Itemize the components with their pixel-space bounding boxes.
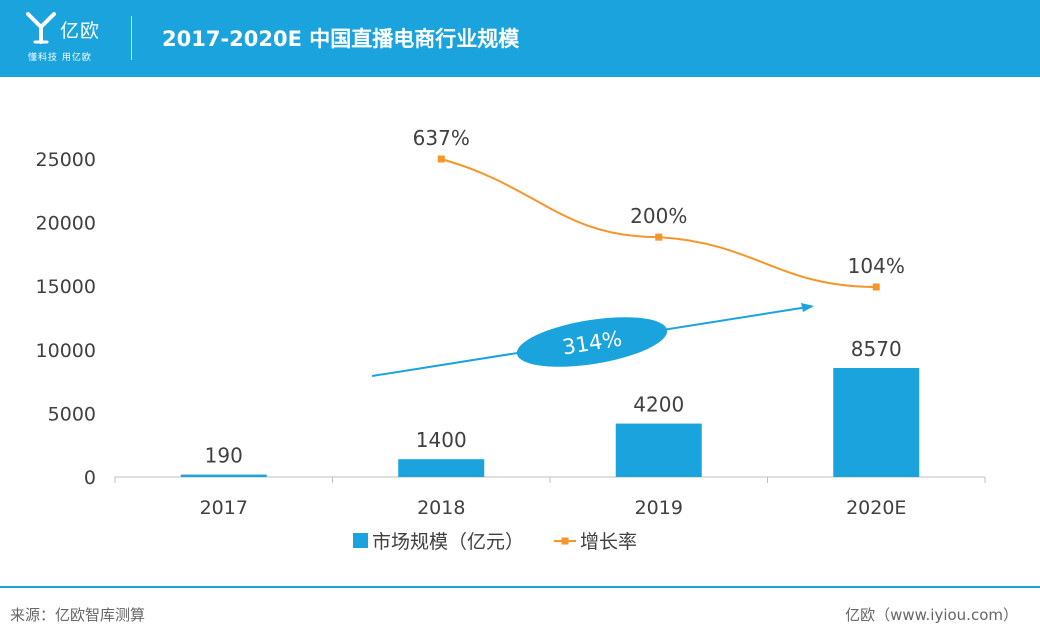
y-tick-label: 15000 xyxy=(36,276,96,298)
chart-canvas: 25000 20000 15000 10000 5000 0 2017 2018 2019 202… xyxy=(36,126,986,553)
x-tick-label: 2017 xyxy=(200,497,248,519)
cagr-arrow-head xyxy=(801,303,814,312)
legend-label-growth-rate: 增长率 xyxy=(580,531,637,553)
page-title: 2017-2020E 中国直播电商行业规模 xyxy=(162,27,520,51)
y-tick-label: 0 xyxy=(84,467,96,489)
x-tick-label: 2019 xyxy=(635,497,683,519)
bar-data-label: 190 xyxy=(205,444,243,468)
growth-rate-point xyxy=(872,283,880,291)
brand-logo: 亿欧 懂科技 用亿欧 xyxy=(26,10,116,66)
brand-logo-icon xyxy=(26,12,56,44)
y-tick-label: 5000 xyxy=(48,403,96,425)
footer-divider xyxy=(0,586,1040,588)
bar-data-label: 8570 xyxy=(851,337,902,361)
header-banner: 亿欧 懂科技 用亿欧 2017-2020E 中国直播电商行业规模 xyxy=(0,0,1040,77)
brand-slogan: 懂科技 用亿欧 xyxy=(28,53,92,63)
y-tick-label: 10000 xyxy=(36,340,96,362)
bar-data-label: 1400 xyxy=(416,428,467,452)
y-tick-label: 20000 xyxy=(36,213,96,235)
bar-market-size xyxy=(180,474,267,477)
growth-rate-point xyxy=(437,155,445,163)
growth-rate-point xyxy=(655,233,663,241)
legend-swatch-market-size xyxy=(353,533,368,548)
legend-label-market-size: 市场规模（亿元） xyxy=(372,531,524,553)
x-tick-label: 2020E xyxy=(846,497,906,519)
line-data-label: 104% xyxy=(848,254,905,278)
bar-data-label: 4200 xyxy=(633,393,684,417)
brand-name: 亿欧 xyxy=(60,20,101,42)
bar-market-size xyxy=(398,459,485,477)
site-credit: 亿欧（www.iyiou.com） xyxy=(845,606,1018,624)
bar-market-size xyxy=(615,423,702,477)
bar-market-size xyxy=(833,367,920,477)
legend-marker-growth-rate xyxy=(561,537,569,545)
x-tick-label: 2018 xyxy=(417,497,465,519)
line-data-label: 200% xyxy=(630,204,687,228)
source-note: 来源：亿欧智库测算 xyxy=(10,606,146,624)
line-data-label: 637% xyxy=(413,126,470,150)
cagr-ellipse xyxy=(516,317,668,367)
y-tick-label: 25000 xyxy=(36,149,96,171)
header-divider xyxy=(131,16,132,60)
